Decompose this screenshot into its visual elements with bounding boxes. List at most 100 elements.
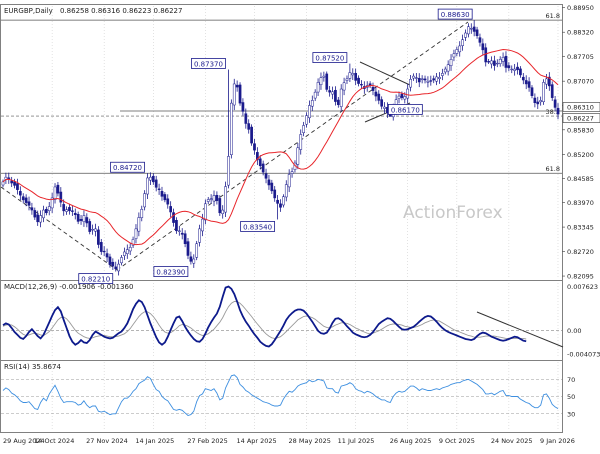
candle-body: [27, 201, 31, 206]
rsi-title: RSI(14) 35.8674: [4, 363, 61, 371]
candle-body: [325, 73, 329, 90]
macd-y-tick-label: 0.00: [567, 327, 581, 335]
candle-body: [238, 84, 242, 104]
x-tick-label: 29 Aug 2024: [3, 437, 45, 445]
pivot-label-text: 0.87520: [315, 55, 344, 63]
triangle-upper-line: [359, 61, 411, 86]
x-tick-label: 28 May 2025: [289, 437, 331, 445]
rsi-y-tick-label: 70: [567, 376, 575, 384]
pivot-label-box: [387, 104, 423, 115]
current-price-text: 0.86310: [567, 103, 594, 111]
candle-body: [545, 78, 548, 85]
candle-body: [224, 186, 227, 213]
candle-body: [521, 76, 525, 81]
x-tick-label: 14 Jan 2025: [135, 437, 174, 445]
y-tick-label: 0.82720: [567, 248, 594, 256]
candle-body: [380, 99, 384, 107]
candle-body: [203, 203, 207, 221]
candle-body: [351, 73, 355, 76]
header-symbol: EURGBP,Daily: [4, 7, 53, 15]
candle-body: [348, 72, 352, 79]
candle-body: [397, 95, 401, 99]
candle-body: [533, 97, 537, 103]
candle-body: [420, 78, 424, 80]
candle-body: [438, 77, 441, 80]
candle-body: [50, 197, 54, 209]
candle-body: [56, 184, 60, 194]
y-axis-layer: 0.889500.883200.877050.870700.864550.858…: [562, 4, 600, 418]
candle-body: [273, 189, 277, 199]
y-tick-label: 0.88950: [567, 4, 594, 12]
candle-body: [452, 53, 456, 58]
candle-body: [467, 26, 470, 35]
candle-body: [553, 99, 557, 108]
candle-body: [175, 220, 178, 232]
candle-body: [441, 73, 444, 76]
watermark: ActionForex: [403, 203, 503, 223]
x-tick-label: 14 Apr 2025: [236, 437, 276, 445]
candle-body: [47, 206, 51, 211]
candle-body: [484, 47, 488, 63]
macd-y-tick-label: 0.007623: [567, 283, 598, 291]
candle-body: [513, 68, 516, 71]
y-tick-label: 0.84585: [567, 175, 594, 183]
candle-body: [88, 221, 92, 232]
candle-body: [261, 163, 265, 173]
candle-body: [114, 266, 118, 270]
candle-body: [464, 32, 467, 38]
fib-label: 38.2: [546, 108, 560, 116]
candle-body: [235, 84, 239, 88]
macd-trendline: [476, 311, 564, 348]
candle-body: [137, 217, 141, 232]
candle-body: [423, 78, 427, 81]
candle-body: [412, 75, 415, 79]
candle-body: [475, 29, 479, 37]
candle-body: [102, 250, 106, 253]
candle-body: [299, 134, 303, 150]
candle-body: [357, 77, 360, 84]
candle-body: [345, 78, 349, 81]
candle-body: [282, 196, 285, 206]
candle-body: [342, 82, 346, 91]
candle-body: [308, 105, 311, 119]
candle-body: [276, 199, 279, 204]
candle-body: [143, 193, 146, 208]
candle-body: [120, 257, 123, 264]
moving-average-layer: [2, 48, 559, 246]
candle-body: [36, 214, 40, 223]
candle-body: [128, 247, 132, 252]
candle-body: [360, 84, 363, 86]
candle-body: [256, 152, 259, 161]
candle-body: [24, 197, 28, 203]
candle-body: [62, 204, 66, 212]
pivot-label-text: 0.88630: [441, 11, 470, 19]
pivot-label-text: 0.82210: [81, 276, 110, 284]
candle-body: [65, 209, 68, 212]
candle-body: [432, 78, 436, 81]
candle-body: [250, 126, 253, 144]
candle-body: [516, 66, 519, 71]
candle-body: [339, 88, 343, 107]
candle-body: [76, 214, 80, 222]
candle-body: [501, 57, 505, 62]
candle-body: [244, 113, 248, 124]
candle-body: [374, 91, 378, 97]
candle-body: [290, 171, 294, 174]
candle-body: [198, 228, 201, 243]
candle-body: [519, 68, 522, 76]
candle-body: [322, 75, 326, 78]
pivot-label-text: 0.87370: [194, 60, 223, 68]
candle-body: [192, 258, 196, 264]
candle-body: [99, 242, 103, 252]
candle-body: [287, 174, 291, 188]
x-tick-label: 27 Feb 2025: [187, 437, 227, 445]
candle-body: [409, 78, 412, 88]
candle-body: [377, 93, 381, 101]
candle-body: [241, 102, 245, 112]
candle-body: [71, 210, 74, 212]
candle-body: [108, 256, 112, 265]
rsi-panel-frame: [0, 360, 563, 433]
candle-body: [547, 76, 551, 87]
